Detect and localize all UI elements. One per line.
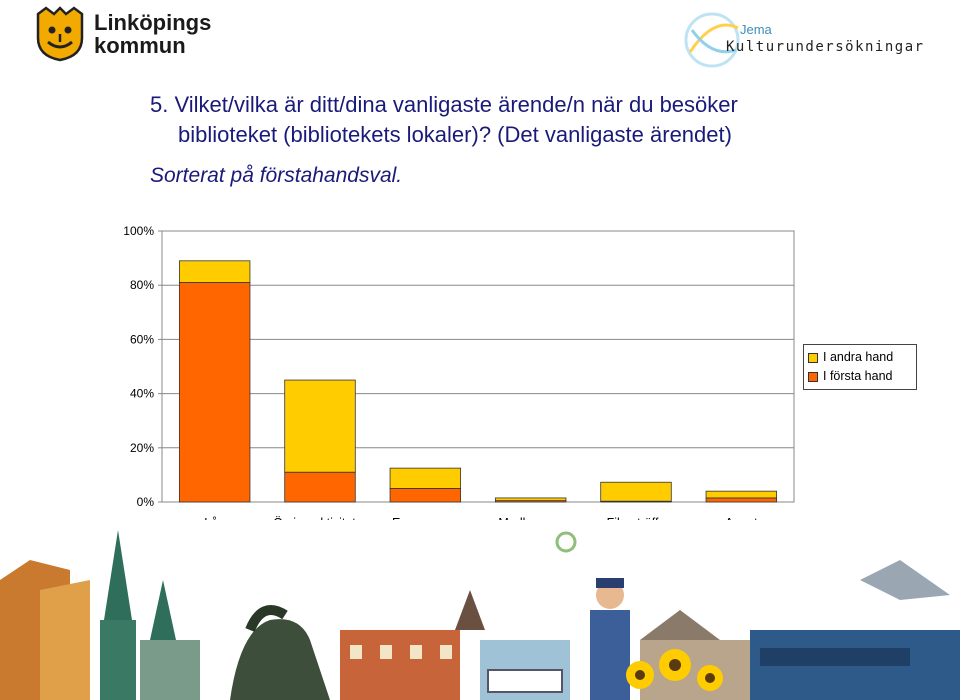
legend-label-forsta: I första hand (823, 369, 893, 383)
legend-item-forsta: I första hand (808, 367, 912, 386)
y-tick-label: 40% (130, 387, 154, 401)
y-tick-label: 60% (130, 332, 154, 346)
bar-segment-forsta (389, 488, 462, 503)
jema-main-text: Kulturundersökningar (726, 39, 925, 55)
chart-legend: I andra hand I första hand (803, 344, 917, 390)
legend-swatch-andra (808, 352, 818, 363)
globe-icon (684, 12, 740, 68)
bar-segment-andra (178, 260, 251, 283)
bar-segment-andra (284, 379, 356, 473)
y-tick-label: 20% (130, 441, 154, 455)
legend-item-andra: I andra hand (808, 348, 912, 367)
bar-segment-andra (705, 490, 778, 499)
y-tick-label: 0% (137, 495, 155, 509)
bar-segment-andra (494, 497, 567, 502)
y-tick-label: 80% (130, 278, 154, 292)
question-title: 5. Vilket/vilka är ditt/dina vanligaste … (150, 90, 840, 150)
jema-logo: Jema Kulturundersökningar (682, 6, 942, 70)
legend-swatch-forsta (808, 371, 818, 382)
stacked-bar-chart: 0%20%40%60%80%100%LånÖvriga aktiviteterE… (123, 224, 795, 547)
legend-label-andra: I andra hand (823, 350, 894, 364)
lion-crest-icon (36, 6, 84, 62)
city-scenery-image (0, 520, 960, 700)
question-line-1: 5. Vilket/vilka är ditt/dina vanligaste … (150, 92, 738, 117)
linkoping-logo: Linköpings kommun (32, 6, 211, 62)
jema-small-text: Jema (740, 22, 772, 37)
question-line-2: biblioteket (bibliotekets lokaler)? (Det… (178, 122, 732, 147)
bar-segment-forsta (705, 497, 778, 503)
bar-segment-forsta (178, 282, 251, 503)
logo-line-2: kommun (94, 33, 186, 58)
chart-subtitle: Sorterat på förstahandsval. (150, 164, 403, 187)
bar-segment-andra (389, 467, 462, 489)
y-tick-label: 100% (123, 224, 154, 238)
logo-line-1: Linköpings (94, 10, 212, 35)
plot-area (161, 230, 795, 503)
bar-segment-andra (600, 481, 672, 502)
bar-segment-forsta (284, 471, 356, 503)
